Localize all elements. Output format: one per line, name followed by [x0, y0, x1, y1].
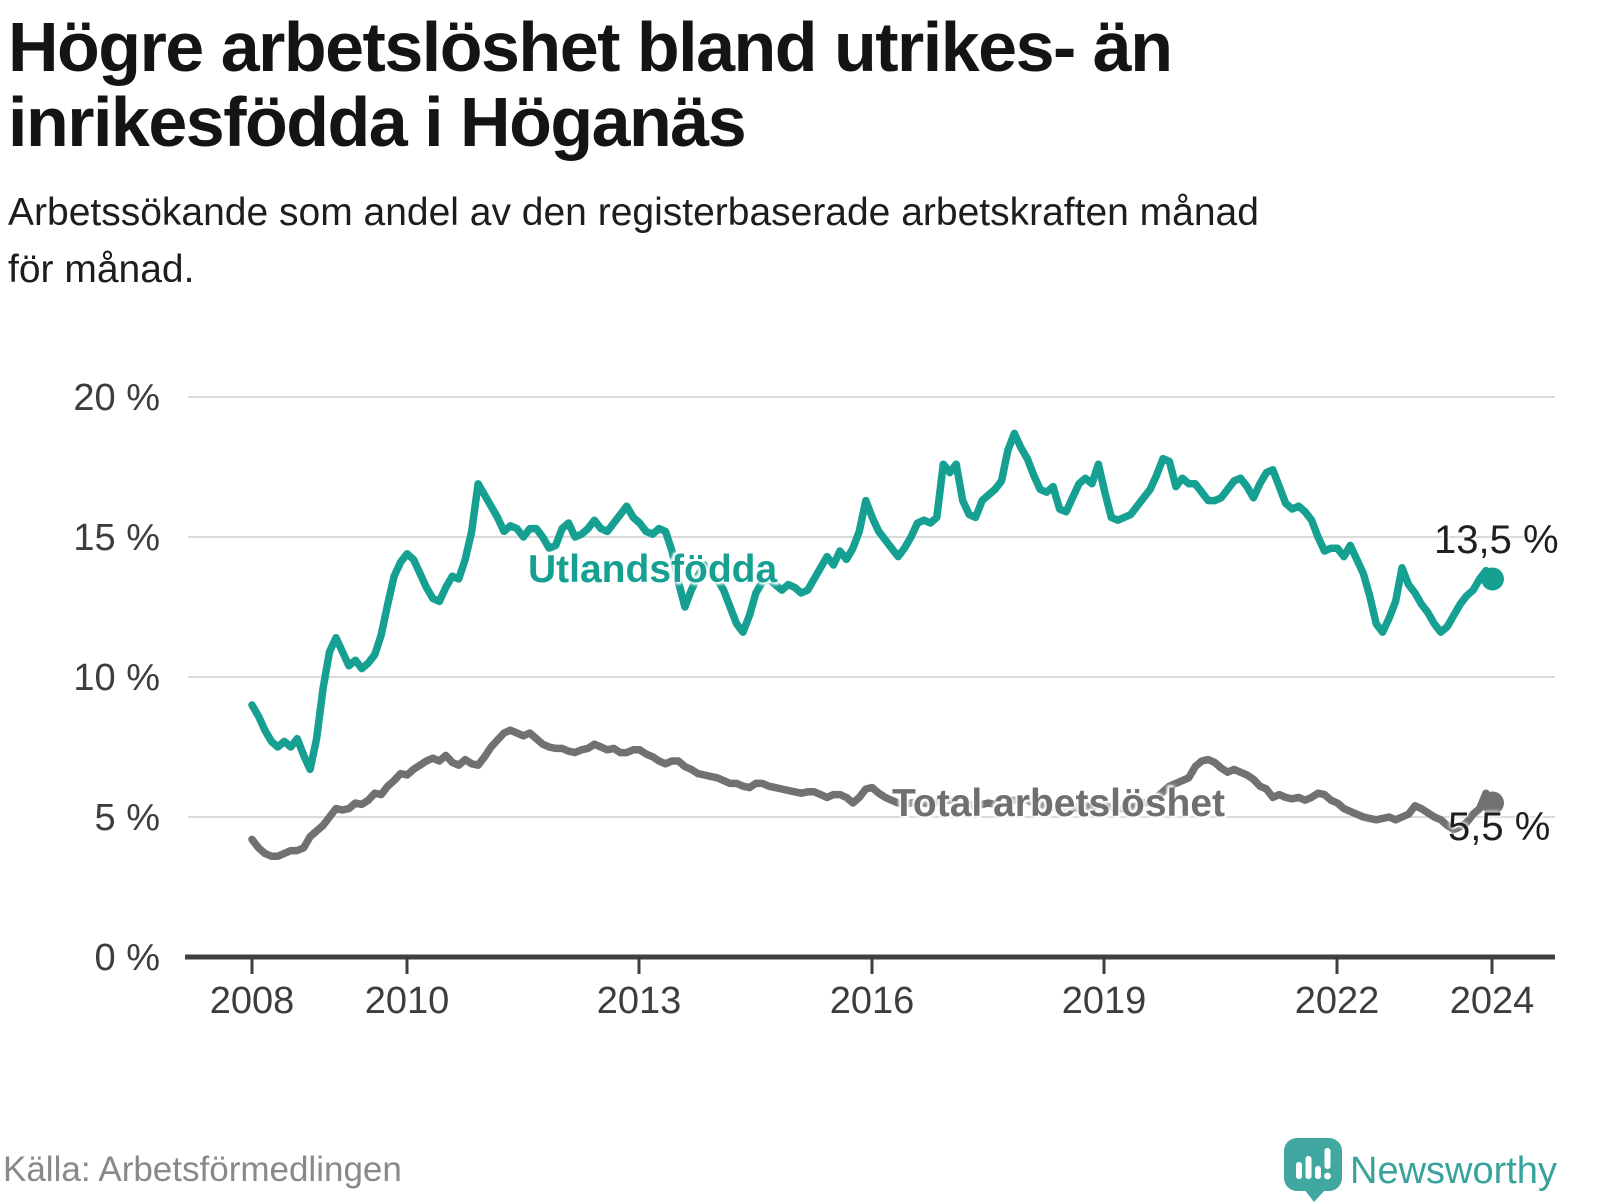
title-line-1: Högre arbetslöshet bland utrikes- än: [8, 8, 1173, 86]
x-tick-label-2013: 2013: [597, 980, 682, 1022]
subtitle-line-2: för månad.: [8, 248, 195, 291]
x-tick-label-2019: 2019: [1062, 980, 1147, 1022]
series-label-utlandsfodda: Utlandsfödda: [528, 548, 778, 591]
x-tick-label-2024: 2024: [1450, 980, 1535, 1022]
series-line-utlandsfodda: [248, 429, 1497, 774]
source-note: Källa: Arbetsförmedlingen: [3, 1150, 402, 1189]
subtitle-line-1: Arbetssökande som andel av den registerb…: [8, 191, 1259, 234]
series-label-total-arbetsloshet: Total arbetslöshet: [892, 782, 1226, 825]
chart-subtitle: Arbetssökande som andel av den registerb…: [8, 184, 1259, 298]
end-value-utlandsfodda: 13,5 %: [1434, 518, 1559, 562]
series-line-total: [248, 726, 1497, 860]
series-lines: [248, 429, 1504, 860]
x-tick-label-2010: 2010: [365, 980, 450, 1022]
series-end-dot-total: [1481, 791, 1504, 815]
y-tick-label-15: 15 %: [73, 517, 160, 559]
page-title: Högre arbetslöshet bland utrikes- än inr…: [8, 8, 1173, 161]
x-tick-label-2008: 2008: [210, 980, 295, 1022]
x-tick-label-2022: 2022: [1295, 980, 1380, 1022]
x-axis-ticks: [250, 957, 1494, 974]
series-end-dot-utlandsfodda: [1481, 567, 1504, 591]
bar-chart-speech-bubble-icon: [1284, 1138, 1342, 1202]
y-tick-label-20: 20 %: [73, 377, 160, 419]
title-line-2: inrikesfödda i Höganäs: [8, 83, 747, 161]
newsworthy-logo: [1284, 1136, 1600, 1202]
y-tick-label-5: 5 %: [95, 797, 160, 839]
x-tick-label-2016: 2016: [830, 980, 915, 1022]
end-value-total: 5,5 %: [1448, 805, 1551, 849]
newsworthy-wordmark: Newsworthy: [1350, 1150, 1557, 1192]
y-tick-label-0: 0 %: [95, 937, 160, 979]
y-tick-label-10: 10 %: [73, 657, 160, 699]
